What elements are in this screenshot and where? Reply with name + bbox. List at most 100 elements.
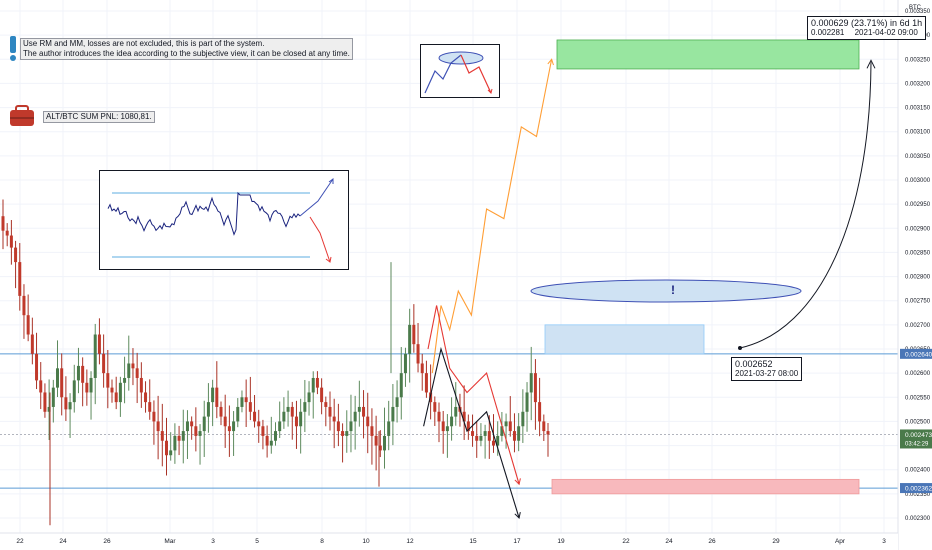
price-tick-label: 0.002550 bbox=[905, 395, 931, 401]
price-axis[interactable]: BTC0.0033500.0033000.0032500.0032000.003… bbox=[897, 0, 932, 550]
target-tooltip-detail: 0.002281 2021-04-02 09:00 bbox=[811, 28, 922, 38]
time-axis[interactable]: 22 24 26 Mar 3 5 8 10 12 15 17 19 22 24 26 29 Apr 3 bbox=[0, 532, 898, 550]
idea-paths bbox=[423, 58, 554, 519]
price-tick-label: 0.003200 bbox=[905, 81, 931, 87]
pattern-sketch-range bbox=[99, 170, 349, 270]
candle-body bbox=[47, 406, 51, 412]
candle-body bbox=[492, 440, 495, 446]
candle-body bbox=[479, 435, 483, 441]
candle-body bbox=[395, 397, 399, 407]
pattern-sketch-range-drawing bbox=[107, 178, 334, 263]
candle-body bbox=[240, 397, 244, 407]
entry-zone bbox=[544, 324, 705, 355]
candle-body bbox=[135, 368, 139, 378]
highlight-ellipse bbox=[530, 279, 802, 303]
price-tick-label: 0.003000 bbox=[905, 178, 931, 184]
exclamation-icon bbox=[10, 36, 16, 61]
candle-body bbox=[81, 365, 85, 383]
candle-body bbox=[362, 406, 366, 417]
candle-body bbox=[450, 416, 454, 427]
candle-body bbox=[181, 431, 185, 441]
candle-body bbox=[97, 334, 101, 354]
candle-body bbox=[51, 387, 55, 407]
candle-body bbox=[106, 373, 110, 388]
last-price-text: 0.002473 bbox=[905, 432, 932, 439]
candle-body bbox=[433, 402, 437, 412]
candle-body bbox=[408, 324, 412, 354]
candle-body bbox=[315, 377, 319, 388]
pattern-sketch-top-drawing bbox=[424, 51, 493, 94]
candle-body bbox=[257, 421, 261, 427]
candle-body bbox=[512, 431, 516, 441]
price-tick-label: 0.003100 bbox=[905, 130, 931, 136]
time-tick-label: 19 bbox=[557, 538, 565, 545]
price-tick-label: 0.003350 bbox=[905, 9, 931, 15]
price-tick-label: 0.002300 bbox=[905, 516, 931, 522]
candle-body bbox=[261, 426, 265, 436]
price-tick-label: 0.002500 bbox=[905, 419, 931, 425]
price-badge-bottom-text: 0.002362 bbox=[905, 486, 932, 493]
candle-body bbox=[248, 402, 252, 412]
candle-body bbox=[328, 406, 332, 417]
candle-body bbox=[211, 387, 215, 403]
candle-body bbox=[387, 421, 391, 436]
time-tick-label: 24 bbox=[665, 538, 673, 545]
candle-body bbox=[118, 382, 122, 403]
candle-body bbox=[412, 324, 416, 345]
candle-body bbox=[303, 402, 307, 412]
candle-body bbox=[215, 387, 219, 407]
time-tick-label: 22 bbox=[622, 538, 630, 545]
time-tick-label: 15 bbox=[469, 538, 477, 545]
candle-body bbox=[232, 421, 236, 432]
candle-body bbox=[14, 247, 18, 263]
disclaimer-line-1: Use RM and MM, losses are not excluded, … bbox=[23, 39, 265, 48]
candle-body bbox=[160, 431, 164, 441]
idea-path-down-black bbox=[423, 346, 520, 519]
price-tick-label: 0.002750 bbox=[905, 299, 931, 305]
candle-body bbox=[445, 426, 449, 432]
candle-body bbox=[324, 402, 328, 407]
stop-zone bbox=[551, 478, 860, 495]
price-badge-bottom bbox=[900, 483, 932, 494]
measure-arrowhead bbox=[866, 59, 876, 69]
candle-body bbox=[399, 373, 403, 398]
time-tick-label: 3 bbox=[882, 538, 886, 545]
price-tick-label: 0.002900 bbox=[905, 226, 931, 232]
range-breakout-up-arrowhead bbox=[328, 178, 334, 184]
candle-body bbox=[110, 387, 114, 393]
candle-body bbox=[223, 416, 227, 427]
time-tick-label: 26 bbox=[103, 538, 111, 545]
candle-body bbox=[39, 380, 43, 393]
candle-body bbox=[341, 431, 345, 436]
start-tooltip-time: 2021-03-27 08:00 bbox=[735, 369, 799, 378]
time-tick-label: 12 bbox=[406, 538, 414, 545]
candle-body bbox=[72, 380, 76, 403]
candle-body bbox=[345, 431, 349, 436]
candle-body bbox=[278, 421, 282, 432]
candle-body bbox=[139, 377, 143, 393]
candle-body bbox=[496, 435, 500, 446]
briefcase-icon bbox=[10, 105, 34, 126]
price-axis-bg bbox=[898, 0, 932, 550]
candle-body bbox=[475, 435, 479, 441]
target-tooltip-change: 0.000629 (23.71%) in 6d 1h bbox=[811, 18, 923, 28]
candle-body bbox=[538, 402, 542, 422]
candle-body bbox=[332, 416, 336, 422]
time-tick-label: 24 bbox=[59, 538, 67, 545]
measure-arrow bbox=[738, 59, 876, 351]
candle-body bbox=[190, 421, 194, 427]
start-tooltip: 0.002652 2021-03-27 08:00 bbox=[731, 357, 803, 381]
time-tick-label: 26 bbox=[708, 538, 716, 545]
candle-body bbox=[290, 406, 294, 417]
candle-body bbox=[198, 431, 202, 436]
candle-body bbox=[253, 411, 257, 422]
candle-body bbox=[22, 295, 26, 316]
idea-path-down-black-arrowhead bbox=[514, 512, 521, 519]
trade-zones bbox=[530, 39, 860, 495]
candle-body bbox=[102, 353, 106, 374]
range-breakdown-arrowhead bbox=[325, 256, 332, 263]
candle-body bbox=[206, 402, 210, 417]
price-tick-label: 0.002700 bbox=[905, 323, 931, 329]
candle-body bbox=[127, 363, 131, 378]
